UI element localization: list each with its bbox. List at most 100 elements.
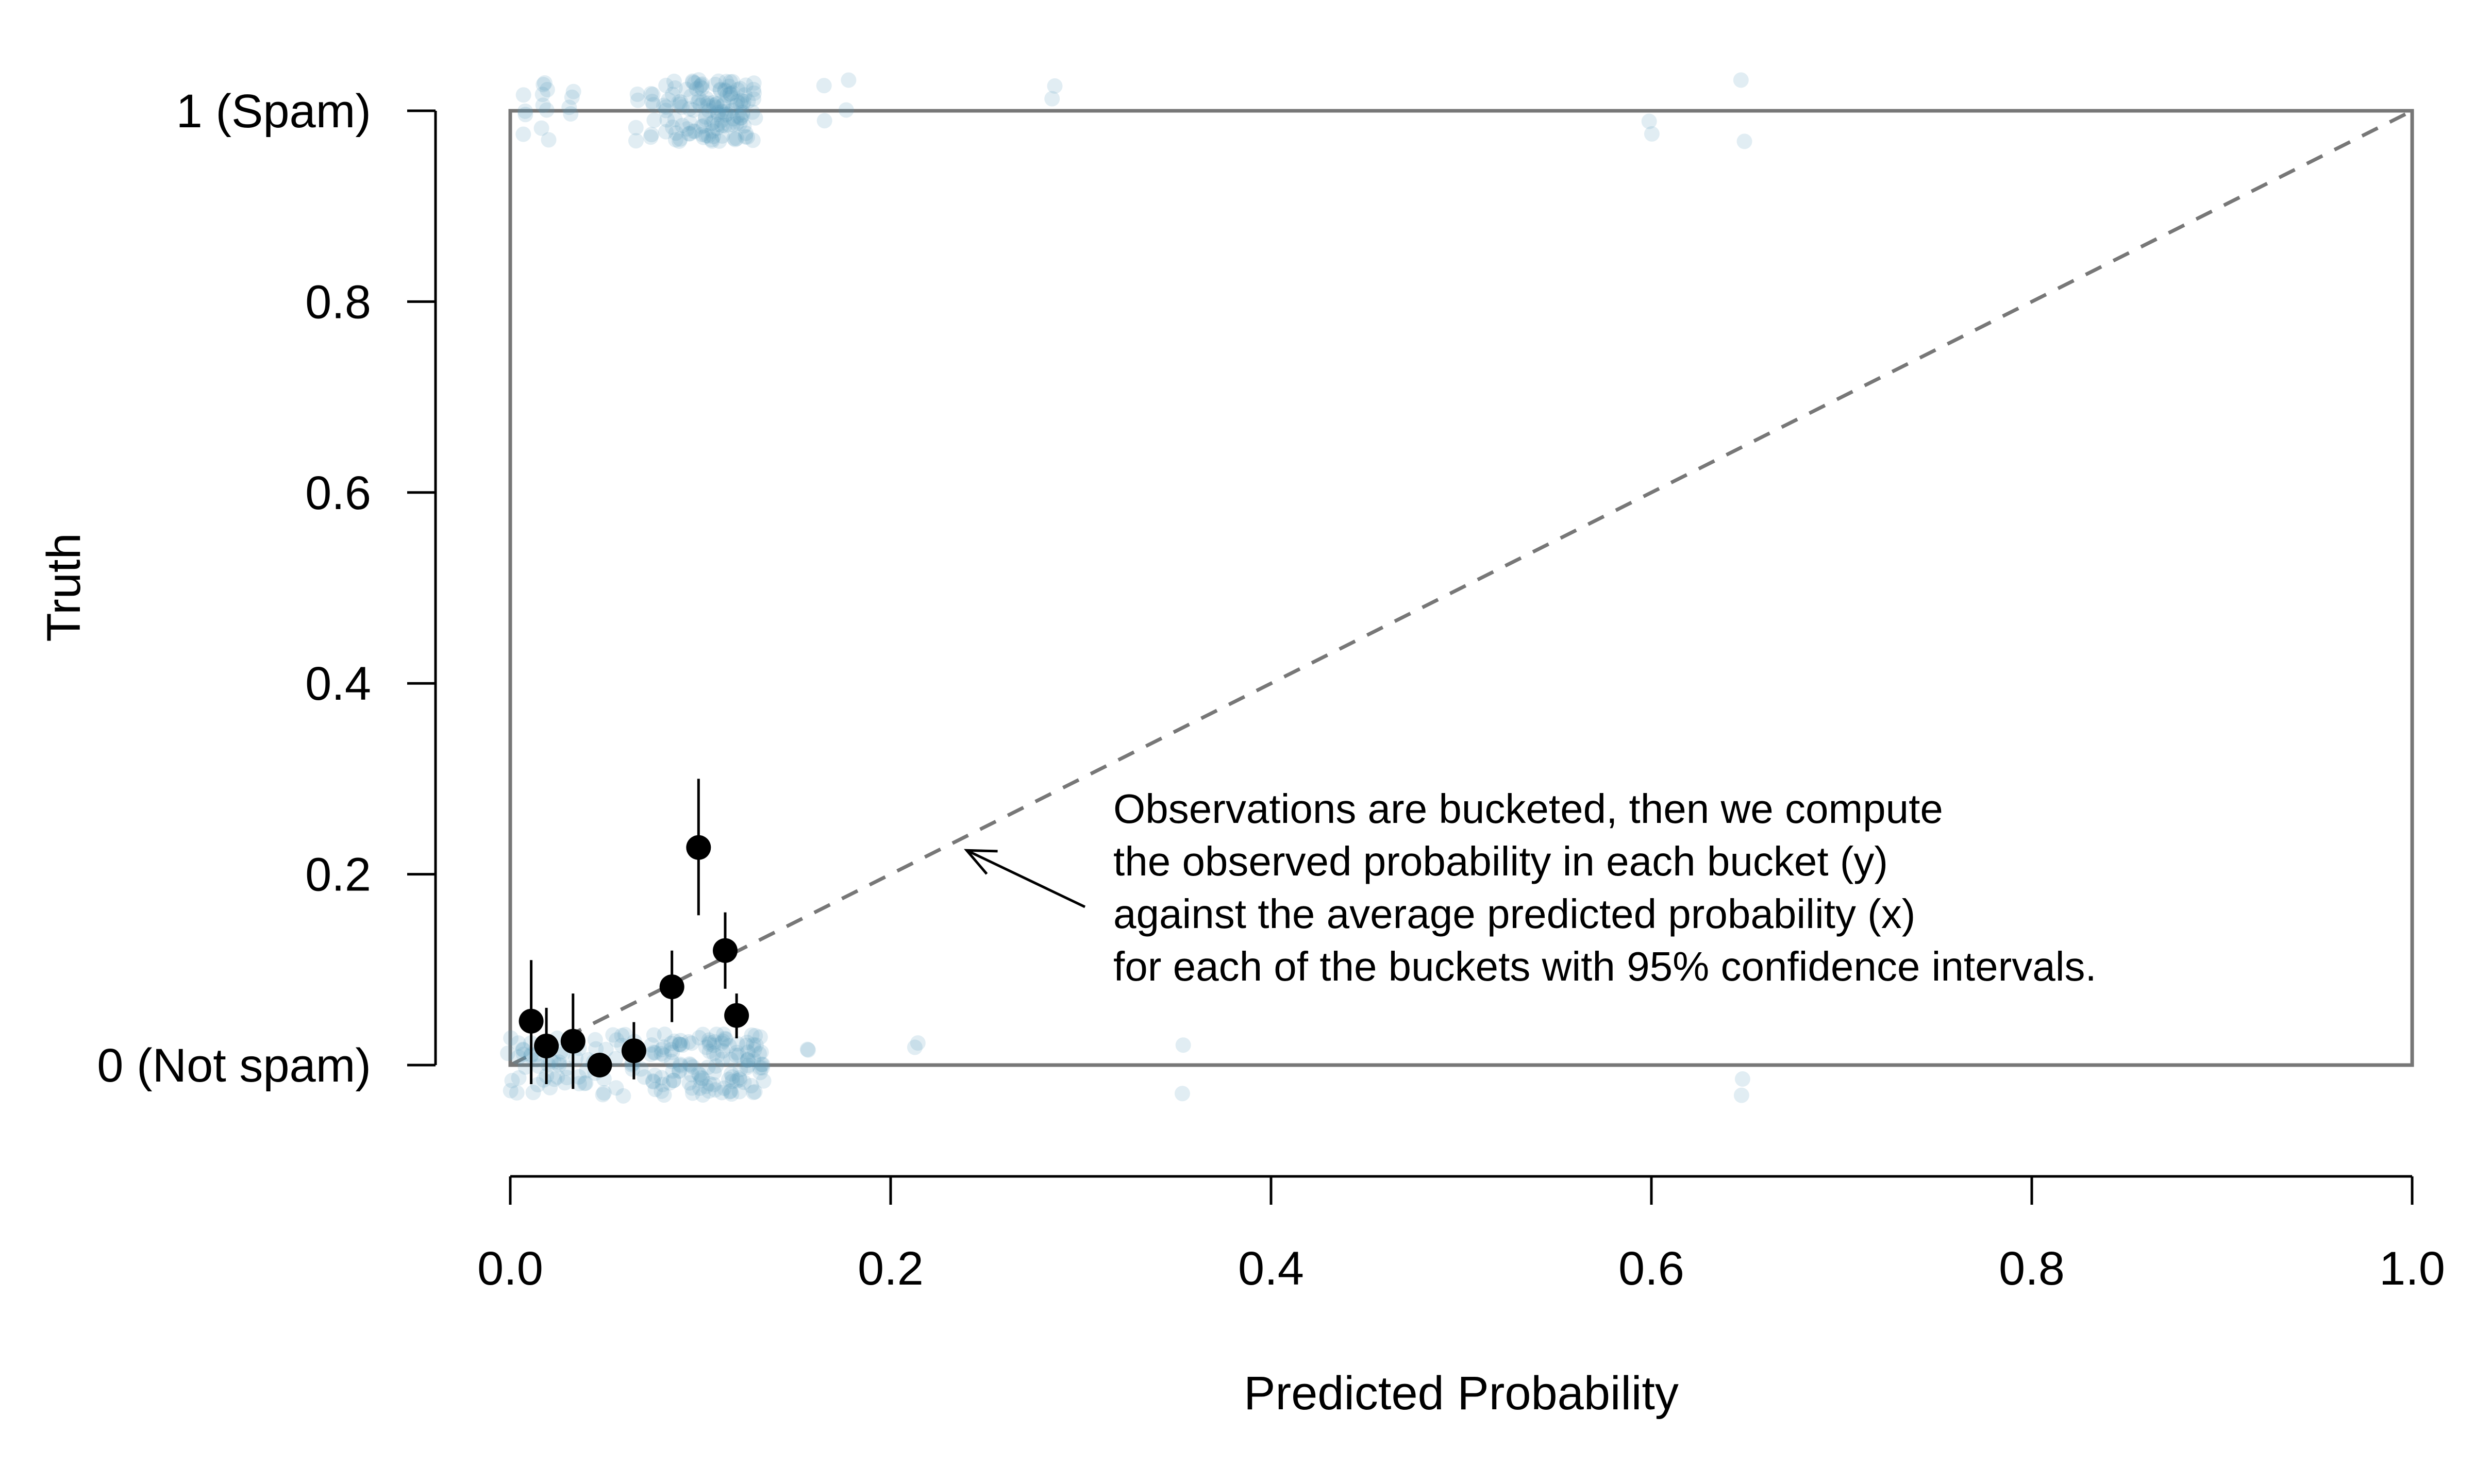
raw-observation-point bbox=[724, 103, 740, 119]
raw-observation-point bbox=[515, 126, 531, 142]
raw-observation-point bbox=[736, 118, 752, 134]
raw-observation-point bbox=[701, 1083, 717, 1099]
raw-observation-point bbox=[724, 1069, 740, 1085]
x-tick-label: 0.2 bbox=[858, 1242, 924, 1295]
annotation-line: the observed probability in each bucket … bbox=[1113, 838, 1888, 884]
raw-observation-point bbox=[747, 1084, 763, 1100]
raw-observation-point bbox=[684, 1080, 700, 1096]
raw-observation-point bbox=[533, 120, 549, 136]
raw-observation-point bbox=[578, 1075, 594, 1091]
raw-observation-point bbox=[605, 1027, 621, 1043]
raw-observation-point bbox=[646, 1044, 662, 1060]
raw-observation-point bbox=[736, 1074, 752, 1090]
raw-observation-point bbox=[737, 87, 753, 103]
raw-observation-point bbox=[752, 1060, 768, 1076]
raw-observation-point bbox=[745, 132, 761, 148]
raw-observation-point bbox=[673, 94, 689, 110]
raw-observation-point bbox=[659, 112, 675, 128]
raw-observation-point bbox=[644, 1037, 660, 1053]
raw-observation-point bbox=[673, 1033, 689, 1049]
raw-observation-point bbox=[517, 103, 533, 119]
raw-observation-point bbox=[714, 1035, 730, 1051]
raw-observation-point bbox=[746, 85, 762, 101]
raw-observation-point bbox=[740, 1057, 756, 1073]
y-tick-label: 0.8 bbox=[305, 276, 371, 328]
raw-observation-point bbox=[647, 1045, 663, 1061]
raw-observation-point bbox=[693, 77, 709, 93]
raw-observation-point bbox=[729, 130, 745, 146]
raw-observation-point bbox=[682, 1057, 698, 1073]
raw-observation-point bbox=[712, 81, 728, 97]
raw-observation-point bbox=[671, 94, 687, 110]
raw-observation-point bbox=[665, 1073, 681, 1089]
y-axis-label: Truth bbox=[38, 533, 90, 642]
raw-observation-point bbox=[723, 1052, 739, 1068]
raw-observation-point bbox=[515, 1047, 531, 1063]
raw-observation-point bbox=[691, 72, 707, 88]
raw-observation-point bbox=[695, 1026, 711, 1042]
y-tick-label: 1 (Spam) bbox=[176, 85, 371, 138]
raw-observation-point bbox=[559, 1060, 575, 1076]
raw-observation-point bbox=[1044, 91, 1060, 107]
raw-observation-point bbox=[701, 1043, 717, 1059]
raw-observation-point bbox=[709, 96, 725, 112]
raw-observation-point bbox=[725, 116, 741, 132]
raw-observation-point bbox=[721, 78, 737, 94]
plot-frame bbox=[508, 109, 2414, 1067]
raw-observation-point bbox=[709, 96, 725, 112]
raw-observation-point bbox=[715, 1043, 731, 1059]
raw-observation-point bbox=[732, 1061, 748, 1077]
raw-observation-point bbox=[701, 1032, 717, 1048]
raw-observation-point bbox=[563, 106, 579, 122]
raw-observation-point bbox=[694, 126, 710, 142]
raw-observation-point bbox=[654, 1045, 670, 1061]
raw-observation-point bbox=[752, 1029, 768, 1045]
raw-observation-point bbox=[536, 77, 551, 93]
raw-observation-point bbox=[706, 114, 722, 130]
raw-observation-point bbox=[698, 1039, 714, 1055]
raw-observation-point bbox=[564, 89, 580, 105]
raw-observation-point bbox=[637, 1069, 653, 1085]
raw-observation-point bbox=[667, 80, 683, 96]
raw-observation-point bbox=[740, 1044, 756, 1060]
raw-observation-point bbox=[740, 1052, 756, 1068]
raw-observation-point bbox=[729, 108, 745, 124]
raw-observation-point bbox=[698, 1078, 714, 1094]
raw-observation-point bbox=[679, 81, 695, 97]
raw-observation-point bbox=[738, 129, 754, 145]
raw-observation-point bbox=[654, 1041, 670, 1057]
raw-observation-point bbox=[609, 1032, 625, 1048]
raw-observation-point bbox=[700, 128, 716, 144]
raw-observation-point bbox=[704, 132, 720, 148]
raw-observation-point bbox=[709, 120, 725, 136]
raw-observation-point bbox=[617, 1026, 633, 1042]
raw-observation-point bbox=[714, 98, 730, 114]
raw-observation-point bbox=[744, 104, 760, 120]
raw-observation-point bbox=[710, 106, 726, 122]
raw-observation-point bbox=[683, 1067, 699, 1083]
raw-observation-point bbox=[745, 81, 761, 97]
raw-observation-point bbox=[740, 129, 756, 145]
raw-observation-point bbox=[700, 98, 716, 114]
raw-observation-point bbox=[745, 1037, 761, 1053]
raw-observation-point bbox=[662, 1075, 678, 1091]
raw-observation-point bbox=[701, 1035, 717, 1051]
raw-observation-point bbox=[756, 1073, 772, 1089]
raw-observation-point bbox=[658, 77, 674, 93]
raw-observation-point bbox=[1047, 78, 1063, 94]
raw-observation-point bbox=[530, 1058, 546, 1074]
raw-observation-point bbox=[690, 94, 706, 110]
raw-observation-point bbox=[546, 1071, 562, 1087]
raw-observation-point bbox=[733, 93, 749, 109]
raw-observation-point bbox=[681, 101, 697, 117]
x-tick-label: 1.0 bbox=[2379, 1242, 2445, 1295]
raw-observation-point bbox=[658, 124, 674, 140]
raw-observation-point bbox=[910, 1035, 926, 1051]
raw-observation-point bbox=[692, 1067, 708, 1083]
raw-observation-point bbox=[739, 1035, 755, 1051]
raw-observation-point bbox=[692, 1080, 708, 1096]
raw-observation-point bbox=[753, 1044, 769, 1060]
y-axis: 0 (Not spam) 0.2 0.4 0.6 0.8 1 (Spam) bbox=[97, 85, 437, 1092]
raw-observation-point bbox=[628, 120, 644, 136]
raw-observation-point bbox=[718, 1031, 734, 1047]
